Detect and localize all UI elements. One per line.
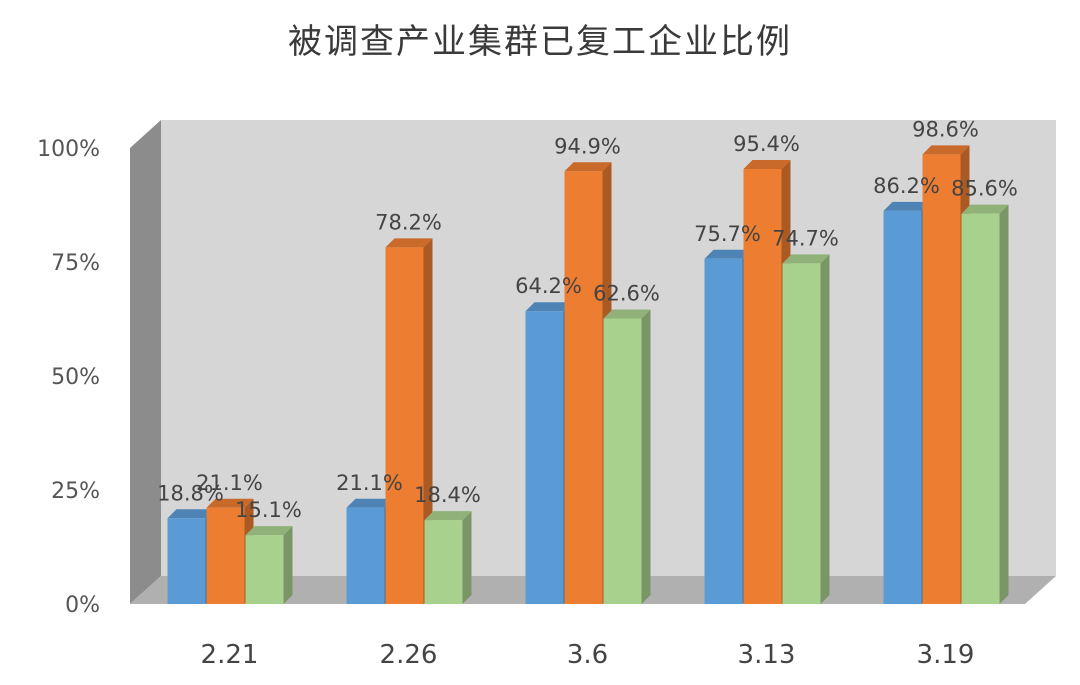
- bar-top: [922, 145, 970, 155]
- data-label: 62.6%: [593, 282, 660, 306]
- bar: [245, 535, 284, 604]
- bar-top: [346, 498, 394, 508]
- data-label: 94.9%: [554, 134, 621, 158]
- bar: [346, 507, 385, 604]
- data-label: 75.7%: [694, 222, 761, 246]
- x-tick-label: 2.26: [380, 640, 438, 670]
- bar: [922, 154, 961, 604]
- bar: [385, 247, 424, 604]
- bar: [883, 210, 922, 605]
- chart-title: 被调查产业集群已复工企业比例: [288, 22, 792, 62]
- data-label: 18.8%: [157, 481, 224, 505]
- bar-side: [999, 204, 1009, 604]
- x-axis-ticks: 2.21 2.26 3.6 3.13 3.19: [201, 640, 975, 670]
- bar-top: [743, 159, 791, 169]
- y-tick-label: 100%: [37, 137, 100, 162]
- bar: [704, 258, 743, 604]
- bar-top: [206, 498, 254, 508]
- bar-side: [641, 309, 651, 604]
- y-tick-label: 0%: [65, 593, 100, 618]
- y-tick-label: 25%: [51, 479, 100, 504]
- data-label: 74.7%: [772, 226, 839, 250]
- bar-top: [782, 254, 830, 264]
- data-label: 78.2%: [375, 210, 442, 234]
- bars: [167, 145, 1009, 605]
- y-tick-label: 50%: [51, 365, 100, 390]
- bar-top: [883, 201, 931, 211]
- bar: [782, 263, 821, 604]
- bar-top: [961, 204, 1009, 214]
- bar: [564, 171, 603, 605]
- bar-top: [167, 509, 215, 519]
- x-tick-label: 3.19: [917, 640, 975, 670]
- bar: [525, 311, 564, 604]
- bar-top: [704, 249, 752, 259]
- side-wall: [130, 120, 161, 604]
- y-tick-label: 75%: [51, 251, 100, 276]
- data-labels: 18.8%21.1%15.1%21.1%78.2%18.4%64.2%94.9%…: [157, 117, 1018, 522]
- data-label: 21.1%: [336, 471, 403, 495]
- bar-top: [424, 511, 472, 521]
- bar-side: [462, 511, 472, 604]
- bar: [167, 518, 206, 604]
- data-label: 85.6%: [951, 177, 1018, 201]
- bar: [424, 520, 463, 604]
- data-label: 64.2%: [515, 274, 582, 298]
- data-label: 98.6%: [912, 117, 979, 141]
- bar-top: [564, 162, 612, 172]
- bar: [206, 507, 245, 604]
- x-tick-label: 3.13: [738, 640, 796, 670]
- bar-side: [283, 526, 293, 604]
- bar: [603, 318, 642, 604]
- bar-side: [820, 254, 830, 605]
- x-tick-label: 3.6: [567, 640, 608, 670]
- data-label: 95.4%: [733, 132, 800, 156]
- bar-top: [385, 238, 433, 248]
- data-label: 18.4%: [414, 483, 481, 507]
- bar-top: [245, 526, 293, 536]
- bar: [743, 168, 782, 604]
- bar: [961, 213, 1000, 604]
- bar-top: [525, 302, 573, 312]
- bar-top: [603, 309, 651, 319]
- bar-side: [423, 238, 433, 604]
- y-axis-ticks: 0% 25% 50% 75% 100%: [37, 137, 100, 618]
- x-tick-label: 2.21: [201, 640, 259, 670]
- data-label: 86.2%: [873, 174, 940, 198]
- data-label: 21.1%: [196, 471, 263, 495]
- data-label: 15.1%: [235, 498, 302, 522]
